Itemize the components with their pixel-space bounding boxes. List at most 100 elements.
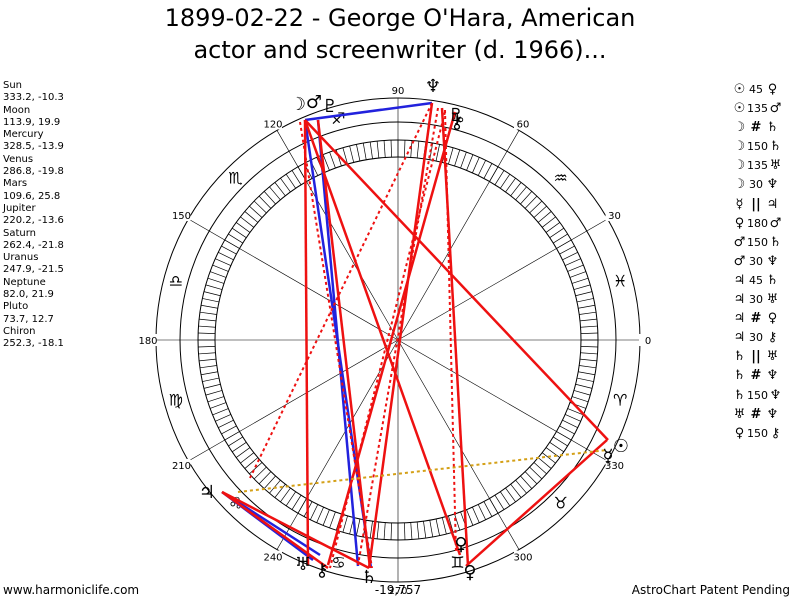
degree-tick <box>280 487 291 503</box>
aspect-planet-2: ♅ <box>769 158 782 174</box>
degree-tick <box>435 144 440 162</box>
degree-tick <box>274 182 286 197</box>
degree-tick <box>228 233 243 244</box>
degree-tick <box>576 298 594 303</box>
degree-tick <box>198 346 216 348</box>
house-spoke <box>397 339 608 462</box>
aspect-planet-2: ♂ <box>769 101 782 117</box>
aspect-planet-1: ♄ <box>733 387 746 403</box>
degree-tick <box>483 163 493 179</box>
aspect-planet-1: ♄ <box>733 349 746 365</box>
aspect-row: ♀ 180 ♂ <box>732 214 783 233</box>
house-spoke <box>397 339 520 550</box>
aspect-row: ☽ 150 ♄ <box>732 137 783 156</box>
degree-tick <box>541 452 556 464</box>
aspect-row: ☿ || ♃ <box>732 195 783 214</box>
planet-position-pluto: 73.7, 12.7 <box>3 313 54 325</box>
sun-icon: ☉ <box>613 436 629 457</box>
degree-tick <box>472 157 480 173</box>
degree-label-bg <box>605 209 624 221</box>
degree-tick <box>369 521 373 539</box>
planet-name-mars: Mars <box>3 178 28 190</box>
degree-tick <box>545 222 561 233</box>
degree-tick <box>580 325 598 328</box>
aspect-angle: 150 <box>747 388 768 402</box>
zodiac-sign-icon: ♉ <box>553 494 567 513</box>
degree-label-bg <box>605 459 624 471</box>
aspect-angle: 150 <box>747 426 768 440</box>
planet-position-chiron: 252.3, -18.1 <box>3 338 64 350</box>
neptune-icon: ♆ <box>425 76 441 97</box>
aspect-planet-2: ♅ <box>766 349 779 365</box>
planet-name-jupiter: Jupiter <box>3 202 36 214</box>
degree-tick <box>329 151 336 169</box>
aspect-planet-2: ⚷ <box>770 425 781 441</box>
degree-tick <box>240 216 255 228</box>
planet-name-saturn: Saturn <box>3 227 37 239</box>
degree-tick <box>579 311 597 315</box>
aspect-line <box>316 119 372 569</box>
degree-label-bg <box>139 334 157 346</box>
aspect-planet-1: ♃ <box>733 311 746 327</box>
aspect-row: ♀ 150 ⚷ <box>732 424 783 443</box>
degree-tick <box>578 371 596 376</box>
degree-label: 120 <box>263 119 282 130</box>
degree-tick <box>221 245 237 255</box>
degree-label: 300 <box>513 553 532 564</box>
aspect-line <box>316 119 360 567</box>
degree-tick <box>573 284 591 290</box>
degree-tick <box>231 227 247 238</box>
aspect-angle: || <box>751 196 761 212</box>
planet-name-pluto: Pluto <box>3 301 29 313</box>
degree-tick <box>537 457 552 469</box>
degree-tick <box>500 491 511 507</box>
aspect-planet-2: ♅ <box>766 292 779 308</box>
degree-tick <box>285 173 296 189</box>
degree-label-bg <box>172 209 191 221</box>
chart-title-line-2: actor and screenwriter (d. 1966)... <box>193 36 607 64</box>
degree-tick <box>477 160 486 176</box>
degree-tick <box>205 390 223 396</box>
aspect-line <box>326 111 457 566</box>
house-spoke <box>188 218 399 341</box>
degree-tick <box>460 151 467 169</box>
zodiac-sign-icon: ♊ <box>450 553 464 572</box>
aspect-planet-1: ☽ <box>733 158 746 174</box>
planet-name-sun: Sun <box>3 80 23 91</box>
footer-patent-notice: AstroChart Patent Pending <box>631 583 790 597</box>
degree-tick <box>356 144 361 162</box>
degree-tick <box>200 371 218 376</box>
degree-tick <box>520 191 533 205</box>
degree-tick <box>249 205 263 218</box>
degree-tick <box>533 205 547 218</box>
aspect-angle: 150 <box>747 140 768 154</box>
degree-tick <box>404 522 406 540</box>
aspect-planet-1: ☽ <box>733 177 746 193</box>
degree-tick <box>429 520 434 538</box>
degree-label-bg <box>264 550 282 563</box>
degree-label: 270 <box>388 586 407 597</box>
degree-label: 150 <box>172 211 191 222</box>
aspect-planet-2: ⚷ <box>767 330 778 346</box>
house-spoke <box>276 339 399 550</box>
house-spoke <box>188 339 399 462</box>
aspect-line <box>367 102 434 569</box>
degree-tick <box>390 522 392 540</box>
saturn-icon: ♄ <box>361 567 377 588</box>
aspect-planet-1: ♀ <box>734 215 745 231</box>
degree-tick <box>342 147 348 165</box>
degree-tick <box>423 521 427 539</box>
aspect-planet-2: ♆ <box>769 387 782 403</box>
degree-tick <box>376 141 380 159</box>
aspect-list: ☉ 45 ♀ ☉ 135 ♂ ☽ # ♄ ☽ 150 ♄ ☽ 135 ♅ ☽ 30 ♆ ☿ || ♃ ♀ 180 ♂ ♂ 150 ♄… <box>732 80 783 443</box>
planet-position-neptune: 82.0, 21.9 <box>3 289 54 301</box>
degree-label: 0 <box>645 336 651 347</box>
aspect-planet-2: ♄ <box>766 272 779 288</box>
footer-website[interactable]: www.harmoniclife.com <box>3 583 140 597</box>
degree-tick <box>416 141 420 159</box>
degree-tick <box>448 147 454 165</box>
degree-tick <box>199 358 217 362</box>
degree-label: 330 <box>605 461 624 472</box>
degree-tick <box>454 149 461 167</box>
degree-tick <box>263 191 276 205</box>
